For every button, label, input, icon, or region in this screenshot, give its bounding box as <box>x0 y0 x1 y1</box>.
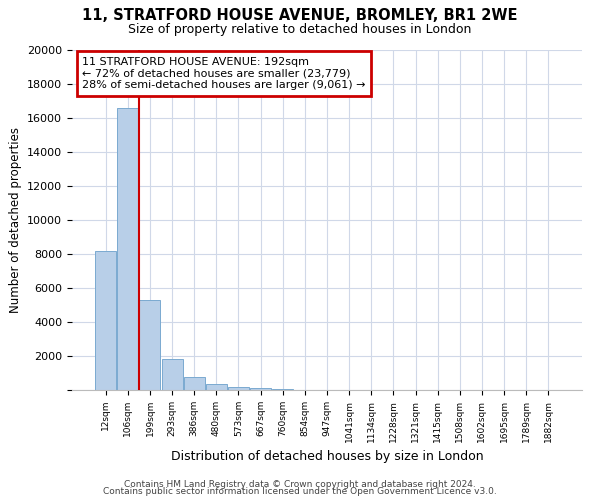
Text: 11 STRATFORD HOUSE AVENUE: 192sqm
← 72% of detached houses are smaller (23,779)
: 11 STRATFORD HOUSE AVENUE: 192sqm ← 72% … <box>82 57 366 90</box>
Bar <box>161 358 182 390</box>
Text: Size of property relative to detached houses in London: Size of property relative to detached ho… <box>128 22 472 36</box>
Bar <box>228 386 249 390</box>
Bar <box>95 250 116 390</box>
Bar <box>184 376 205 390</box>
Bar <box>118 108 139 390</box>
Bar <box>139 300 160 390</box>
Text: 11, STRATFORD HOUSE AVENUE, BROMLEY, BR1 2WE: 11, STRATFORD HOUSE AVENUE, BROMLEY, BR1… <box>82 8 518 22</box>
Text: Contains public sector information licensed under the Open Government Licence v3: Contains public sector information licen… <box>103 488 497 496</box>
Bar <box>272 389 293 390</box>
Text: Contains HM Land Registry data © Crown copyright and database right 2024.: Contains HM Land Registry data © Crown c… <box>124 480 476 489</box>
Bar <box>250 388 271 390</box>
Bar <box>206 384 227 390</box>
Y-axis label: Number of detached properties: Number of detached properties <box>8 127 22 313</box>
X-axis label: Distribution of detached houses by size in London: Distribution of detached houses by size … <box>170 450 484 463</box>
